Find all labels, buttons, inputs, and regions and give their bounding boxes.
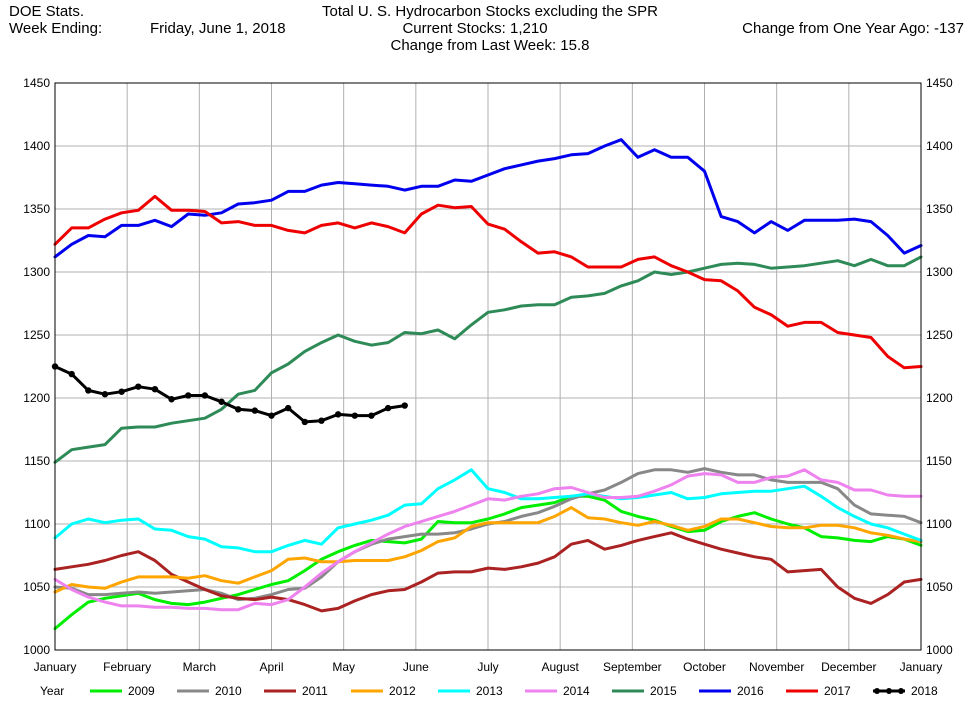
week-ending-label: Week Ending: [9, 20, 103, 37]
legend-label-2015: 2015 [650, 684, 677, 698]
y-tick-label-left: 1300 [23, 265, 50, 279]
chart-grid [54, 82, 922, 651]
data-point-2018 [318, 417, 325, 424]
chart-title: Total U. S. Hydrocarbon Stocks excluding… [322, 3, 658, 20]
chart-series [51, 138, 923, 631]
x-tick-label: December [821, 660, 876, 674]
legend-label-2010: 2010 [215, 684, 242, 698]
current-stocks: Current Stocks: 1,210 [402, 20, 548, 37]
series-line-2016 [53, 138, 923, 259]
data-point-2018 [234, 406, 242, 413]
series-line-2014 [53, 468, 923, 612]
data-point-2018 [384, 404, 392, 412]
chart-legend: Year 2009 2010 2011 2012 2013 2014 2015 2016 2017… [40, 684, 938, 698]
y-tick-label-left: 1350 [23, 202, 50, 216]
series-line-2013 [53, 468, 923, 554]
legend-label-2017: 2017 [824, 684, 851, 698]
y-tick-label-right: 1150 [926, 454, 952, 468]
y-tick-label-right: 1300 [926, 265, 953, 279]
legend-label-2016: 2016 [737, 684, 764, 698]
y-tick-label-right: 1200 [926, 391, 953, 405]
legend-label-2013: 2013 [476, 684, 503, 698]
legend-label-2012: 2012 [389, 684, 416, 698]
data-point-2018 [401, 402, 408, 409]
legend-label-2009: 2009 [128, 684, 155, 698]
y-tick-label-left: 1000 [23, 643, 50, 657]
x-tick-label: June [403, 660, 429, 674]
y-tick-label-right: 1450 [926, 76, 953, 90]
legend-marker [886, 688, 892, 694]
y-tick-label-left: 1450 [23, 76, 50, 90]
series-line-2012 [53, 506, 923, 594]
x-tick-label: May [332, 660, 355, 674]
data-point-2018 [68, 370, 75, 378]
data-point-2018 [251, 407, 259, 414]
legend-label-2018: 2018 [911, 684, 938, 698]
data-point-2018 [218, 398, 225, 405]
x-tick-label: July [477, 660, 498, 674]
y-tick-label-right: 1100 [926, 517, 952, 531]
y-tick-label-right: 1000 [926, 643, 953, 657]
y-tick-label-left: 1100 [24, 517, 50, 531]
data-point-2018 [118, 388, 125, 395]
y-tick-label-left: 1250 [23, 328, 50, 342]
legend-label-2014: 2014 [563, 684, 590, 698]
change-last-week: Change from Last Week: 15.8 [390, 37, 590, 54]
source-label: DOE Stats. [9, 3, 85, 20]
data-point-2018 [201, 392, 209, 399]
data-point-2018 [351, 412, 358, 419]
series-line-2011 [53, 531, 923, 613]
week-ending-date: Friday, June 1, 2018 [150, 20, 286, 37]
y-tick-label-right: 1250 [926, 328, 953, 342]
x-tick-label: April [259, 660, 283, 674]
data-point-2018 [185, 392, 192, 399]
legend-marker [898, 688, 904, 694]
y-tick-label-right: 1400 [926, 139, 953, 153]
x-tick-label: October [683, 660, 726, 674]
x-tick-label: August [541, 660, 579, 674]
legend-marker [874, 688, 880, 694]
y-tick-label-left: 1150 [24, 454, 50, 468]
series-line-2015 [53, 255, 923, 464]
data-point-2018 [268, 412, 275, 419]
x-tick-label: November [749, 660, 804, 674]
x-tick-label: January [34, 660, 77, 674]
y-tick-label-right: 1350 [926, 202, 953, 216]
data-point-2018 [151, 385, 159, 393]
legend-label-2011: 2011 [302, 684, 328, 698]
y-tick-label-right: 1050 [926, 580, 953, 594]
data-point-2018 [101, 391, 109, 398]
y-tick-label-left: 1200 [23, 391, 50, 405]
y-tick-label-left: 1050 [23, 580, 50, 594]
series-line-2017 [53, 194, 923, 370]
series-line-2018 [53, 365, 407, 424]
data-point-2018 [334, 411, 342, 418]
plot-frame [54, 82, 922, 651]
x-tick-label: September [603, 660, 662, 674]
data-point-2018 [168, 396, 175, 403]
x-tick-label: March [183, 660, 216, 674]
x-tick-label: February [103, 660, 151, 674]
data-point-2018 [301, 418, 309, 426]
change-year-ago: Change from One Year Ago: -137 [742, 20, 964, 37]
data-point-2018 [85, 387, 92, 394]
chart-axes: 1000 1000 1050 1050 1100 1100 1150 1150 1200 1200… [23, 76, 953, 674]
x-tick-label: January [900, 660, 943, 674]
legend-title: Year [40, 684, 64, 698]
y-tick-label-left: 1400 [23, 139, 50, 153]
data-point-2018 [284, 404, 292, 412]
data-point-2018 [368, 412, 375, 419]
data-point-2018 [135, 383, 142, 390]
series-line-2009 [53, 494, 923, 631]
